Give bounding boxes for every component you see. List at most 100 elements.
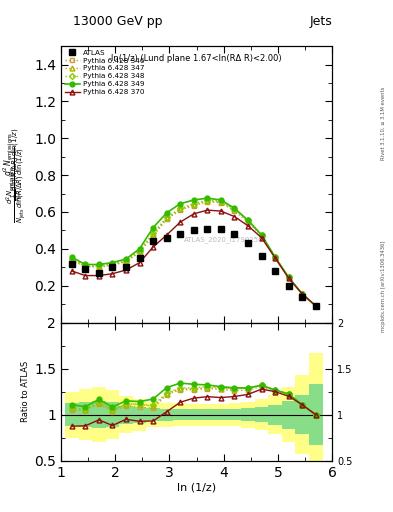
Pythia 6.428 349	[205, 195, 210, 201]
Y-axis label: Ratio to ATLAS: Ratio to ATLAS	[21, 361, 30, 422]
Line: Pythia 6.428 348: Pythia 6.428 348	[70, 198, 318, 308]
Pythia 6.428 348	[124, 258, 129, 264]
ATLAS	[178, 231, 183, 237]
ATLAS	[205, 225, 210, 231]
Pythia 6.428 346	[151, 233, 156, 239]
Pythia 6.428 346	[300, 291, 305, 297]
Pythia 6.428 346	[124, 259, 129, 265]
Pythia 6.428 348	[97, 262, 101, 268]
Pythia 6.428 370	[164, 232, 169, 238]
Pythia 6.428 370	[205, 207, 210, 213]
Pythia 6.428 347	[232, 206, 237, 212]
ATLAS	[97, 270, 101, 276]
Pythia 6.428 348	[314, 303, 318, 309]
ATLAS	[232, 231, 237, 237]
Pythia 6.428 346	[137, 249, 142, 255]
ATLAS	[273, 268, 277, 274]
Pythia 6.428 370	[219, 208, 223, 214]
Pythia 6.428 370	[70, 268, 74, 274]
Pythia 6.428 370	[314, 303, 318, 309]
Pythia 6.428 349	[314, 303, 318, 309]
Pythia 6.428 347	[273, 254, 277, 260]
Pythia 6.428 370	[286, 275, 291, 282]
Pythia 6.428 348	[300, 291, 305, 297]
Pythia 6.428 348	[178, 205, 183, 211]
Pythia 6.428 349	[110, 260, 115, 266]
Pythia 6.428 348	[259, 232, 264, 238]
Pythia 6.428 348	[273, 254, 277, 260]
Text: Rivet 3.1.10, ≥ 3.1M events: Rivet 3.1.10, ≥ 3.1M events	[381, 86, 386, 160]
Text: $\frac{1}{N_\mathrm{jets}} \mathrm{d}\ln(R/\Delta R)\, \mathrm{d}\ln(1/z)$: $\frac{1}{N_\mathrm{jets}} \mathrm{d}\ln…	[9, 127, 26, 201]
Pythia 6.428 346	[219, 200, 223, 206]
Pythia 6.428 346	[70, 258, 74, 264]
Pythia 6.428 370	[300, 291, 305, 297]
Pythia 6.428 349	[273, 254, 277, 260]
Pythia 6.428 347	[164, 216, 169, 222]
Pythia 6.428 346	[83, 263, 88, 269]
Pythia 6.428 370	[151, 244, 156, 250]
Pythia 6.428 348	[110, 262, 115, 268]
Pythia 6.428 370	[83, 272, 88, 279]
Pythia 6.428 348	[151, 230, 156, 236]
Line: Pythia 6.428 370: Pythia 6.428 370	[69, 208, 318, 308]
Pythia 6.428 346	[314, 303, 318, 309]
Pythia 6.428 349	[219, 197, 223, 203]
Pythia 6.428 348	[164, 215, 169, 221]
Text: mcplots.cern.ch [arXiv:1306.3436]: mcplots.cern.ch [arXiv:1306.3436]	[381, 241, 386, 332]
ATLAS	[259, 253, 264, 259]
Pythia 6.428 347	[219, 199, 223, 205]
ATLAS	[70, 261, 74, 267]
Y-axis label: $\frac{d^2 N_\mathrm{emissions}}{N_\mathrm{jets}\,d\ln(R/\Delta R)\,d\ln(1/z)}$: $\frac{d^2 N_\mathrm{emissions}}{N_\math…	[5, 146, 29, 223]
Text: ATLAS_2020_I1790256: ATLAS_2020_I1790256	[184, 236, 263, 243]
ATLAS	[151, 239, 156, 245]
Pythia 6.428 349	[259, 232, 264, 238]
Line: Pythia 6.428 347: Pythia 6.428 347	[69, 199, 318, 308]
Pythia 6.428 348	[70, 256, 74, 262]
Line: ATLAS: ATLAS	[69, 225, 319, 309]
Pythia 6.428 347	[124, 258, 129, 264]
Pythia 6.428 346	[164, 216, 169, 222]
Legend: ATLAS, Pythia 6.428 346, Pythia 6.428 347, Pythia 6.428 348, Pythia 6.428 349, P: ATLAS, Pythia 6.428 346, Pythia 6.428 34…	[63, 48, 146, 96]
Pythia 6.428 346	[286, 274, 291, 281]
ATLAS	[124, 264, 129, 270]
Pythia 6.428 349	[83, 262, 88, 268]
Pythia 6.428 348	[246, 217, 250, 223]
Pythia 6.428 370	[191, 211, 196, 217]
Pythia 6.428 348	[83, 263, 88, 269]
ATLAS	[191, 227, 196, 233]
Pythia 6.428 370	[110, 271, 115, 277]
Pythia 6.428 347	[300, 291, 305, 297]
Pythia 6.428 348	[205, 197, 210, 203]
Pythia 6.428 346	[178, 207, 183, 213]
Pythia 6.428 348	[232, 206, 237, 212]
Pythia 6.428 346	[205, 199, 210, 205]
Pythia 6.428 349	[286, 274, 291, 281]
Pythia 6.428 347	[178, 206, 183, 212]
Pythia 6.428 349	[246, 217, 250, 223]
Pythia 6.428 370	[97, 272, 101, 279]
Pythia 6.428 347	[83, 263, 88, 269]
Pythia 6.428 347	[286, 274, 291, 281]
ATLAS	[300, 294, 305, 300]
Text: ln(1/z) (Lund plane 1.67<ln(RΔ R)<2.00): ln(1/z) (Lund plane 1.67<ln(RΔ R)<2.00)	[111, 54, 282, 63]
Line: Pythia 6.428 349: Pythia 6.428 349	[69, 196, 318, 308]
ATLAS	[219, 225, 223, 231]
ATLAS	[286, 283, 291, 289]
Pythia 6.428 347	[314, 303, 318, 309]
Pythia 6.428 347	[259, 232, 264, 238]
Pythia 6.428 346	[273, 255, 277, 261]
Text: 13000 GeV pp: 13000 GeV pp	[73, 15, 163, 28]
Pythia 6.428 349	[300, 291, 305, 297]
X-axis label: ln (1/z): ln (1/z)	[177, 482, 216, 493]
Pythia 6.428 349	[124, 256, 129, 262]
Pythia 6.428 349	[178, 201, 183, 207]
Pythia 6.428 370	[273, 255, 277, 261]
Pythia 6.428 347	[70, 256, 74, 262]
Pythia 6.428 370	[137, 260, 142, 266]
ATLAS	[137, 255, 142, 261]
Pythia 6.428 370	[124, 267, 129, 273]
Pythia 6.428 347	[191, 202, 196, 208]
Pythia 6.428 347	[137, 248, 142, 254]
Pythia 6.428 349	[191, 197, 196, 203]
Pythia 6.428 347	[205, 198, 210, 204]
